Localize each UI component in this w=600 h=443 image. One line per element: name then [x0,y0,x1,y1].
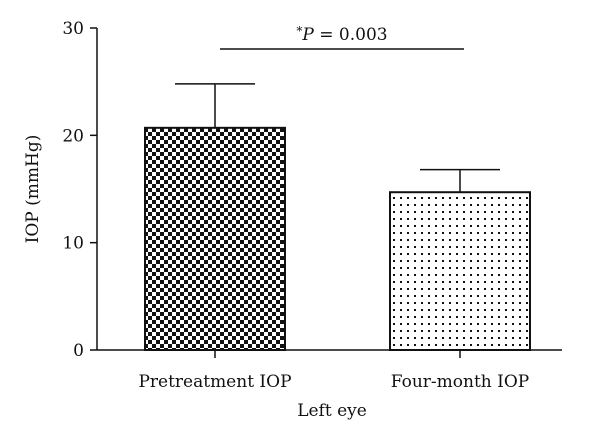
annotation-star: * [296,24,302,38]
y-tick-label: 20 [62,126,84,146]
y-tick-label: 10 [62,234,84,254]
bar-pretreatment [144,126,286,351]
bar-four-month [389,191,531,351]
annotation-p: P [301,25,314,45]
annotation-value: = 0.003 [314,25,388,45]
y-tick-label: 30 [62,19,84,39]
significance-annotation: *P = 0.003 [296,24,387,45]
x-tick-label: Pretreatment IOP [138,372,291,392]
y-tick-label: 0 [73,341,84,361]
x-axis-title: Left eye [297,401,367,421]
x-tick-label: Four-month IOP [391,372,530,392]
y-axis-title: IOP (mmHg) [23,135,43,244]
